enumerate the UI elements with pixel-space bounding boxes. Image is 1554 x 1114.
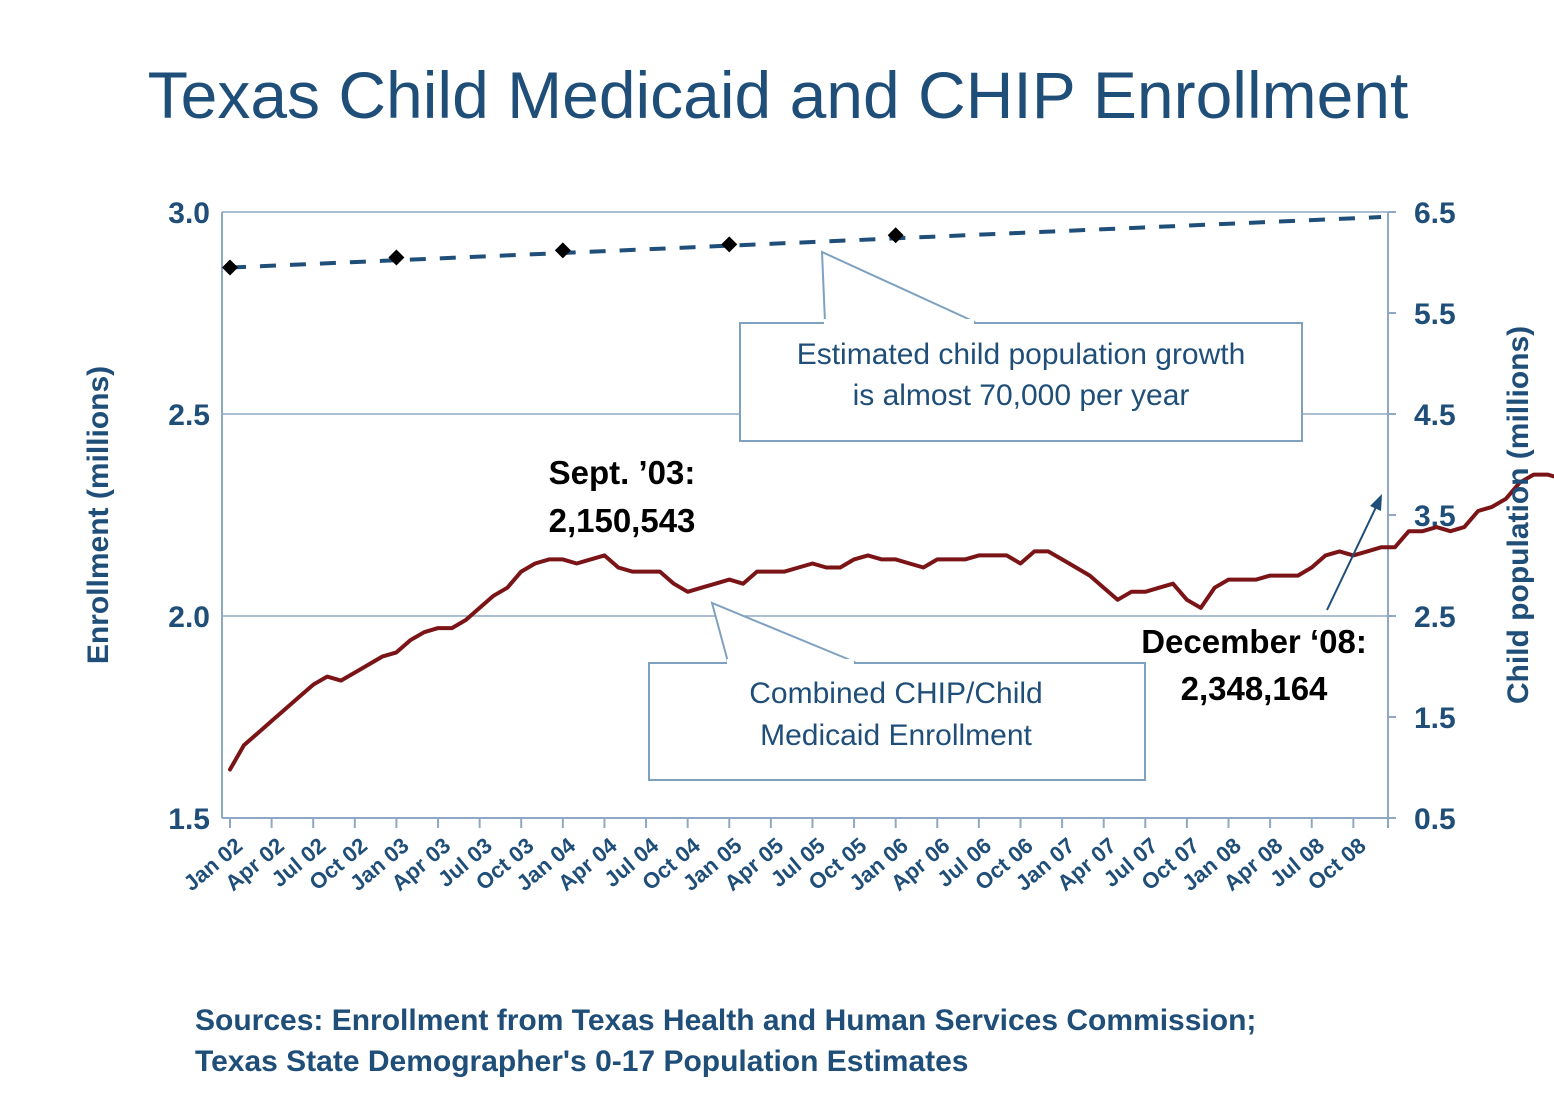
population-marker (721, 236, 738, 253)
sources-line1: Sources: Enrollment from Texas Health an… (195, 1004, 1256, 1037)
y2-tick-label: 2.5 (1414, 601, 1456, 634)
y2-tick-label: 1.5 (1414, 702, 1456, 735)
y2-tick-label: 6.5 (1414, 197, 1456, 230)
dec08-annotation-arrowhead (1370, 494, 1382, 511)
population-series-line (229, 215, 1382, 270)
dec08-annotation-arrow (1326, 504, 1378, 611)
enrollment-series-line (228, 472, 1554, 772)
y-axis-title: Enrollment (millions) (82, 366, 115, 664)
y2-tick-label: 0.5 (1414, 803, 1456, 836)
sept03-annotation-value: 2,150,543 (549, 502, 696, 539)
chart-title: Texas Child Medicaid and CHIP Enrollment (148, 58, 1409, 132)
enrollment-callout-box (648, 662, 1146, 781)
dec08-annotation-label: December ‘08: (1141, 623, 1367, 660)
dec08-annotation-value: 2,348,164 (1181, 670, 1328, 707)
enrollment-callout-line2: Medicaid Enrollment (760, 719, 1032, 752)
population-callout-box (739, 322, 1303, 442)
population-marker (554, 242, 571, 259)
y2-tick-label: 5.5 (1414, 298, 1456, 331)
sources-line2: Texas State Demographer's 0-17 Populatio… (195, 1045, 969, 1078)
y-tick-label: 2.5 (168, 399, 210, 432)
population-marker (388, 249, 405, 266)
population-callout-line2: is almost 70,000 per year (853, 379, 1190, 412)
sept03-annotation-label: Sept. ’03: (549, 454, 696, 491)
enrollment-callout: Combined CHIP/Child Medicaid Enrollment (648, 601, 1146, 781)
population-callout-pointer (820, 250, 976, 323)
population-marker (887, 227, 904, 244)
enrollment-callout-pointer (710, 601, 856, 663)
y-tick-label: 3.0 (168, 197, 210, 230)
population-callout: Estimated child population growth is alm… (739, 250, 1303, 442)
enrollment-callout-line1: Combined CHIP/Child (749, 677, 1042, 710)
series (222, 215, 1554, 772)
y-tick-label: 1.5 (168, 803, 210, 836)
population-marker (222, 259, 238, 276)
y2-tick-label: 4.5 (1414, 399, 1456, 432)
y2-axis-title: Child population (millions) (1502, 326, 1535, 704)
y-tick-label: 2.0 (168, 601, 210, 634)
population-callout-line1: Estimated child population growth (797, 338, 1246, 371)
